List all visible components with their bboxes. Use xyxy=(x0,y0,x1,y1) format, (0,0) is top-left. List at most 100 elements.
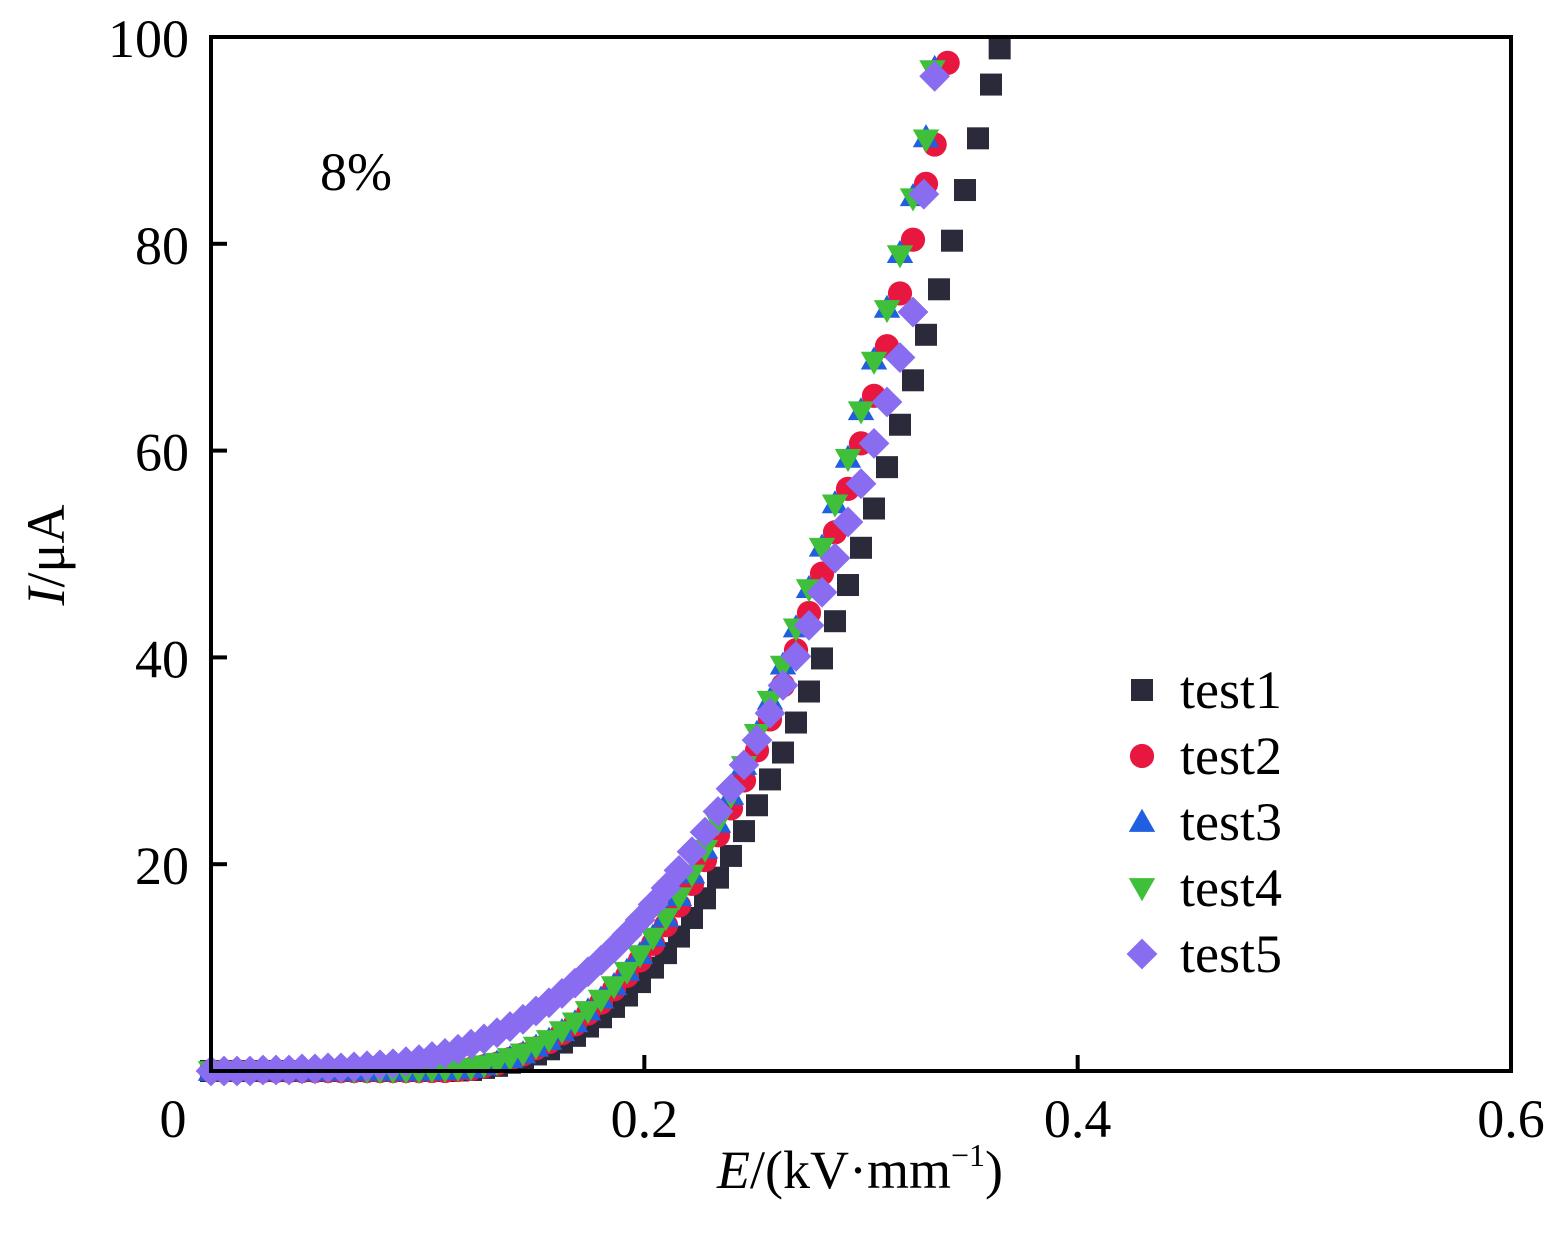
legend-marker-test4 xyxy=(1128,878,1156,902)
annotation-label: 8% xyxy=(320,142,392,202)
data-point-test4 xyxy=(652,908,680,932)
data-point-test1 xyxy=(837,574,859,597)
data-point-test5 xyxy=(754,697,786,729)
series-test5 xyxy=(195,60,951,1087)
data-point-test4 xyxy=(821,494,849,518)
data-point-test5 xyxy=(728,749,760,781)
data-point-test1 xyxy=(988,37,1011,60)
legend-marker-test2 xyxy=(1129,743,1155,769)
legend-label: test1 xyxy=(1180,660,1282,720)
data-point-test1 xyxy=(824,610,846,633)
data-point-test5 xyxy=(806,576,838,608)
legend-label: test5 xyxy=(1180,924,1282,984)
y-tick-label: 60 xyxy=(135,423,189,483)
y-axis: 20 40 60 80 100 xyxy=(108,9,227,896)
data-point-test1 xyxy=(876,456,898,479)
data-point-test5 xyxy=(897,296,929,328)
data-point-test1 xyxy=(915,323,937,346)
series-test2 xyxy=(198,50,960,1084)
legend-label: test4 xyxy=(1180,858,1282,918)
data-point-test1 xyxy=(785,711,807,734)
data-point-test5 xyxy=(429,1038,461,1069)
legend-label: test3 xyxy=(1180,792,1282,852)
data-point-test4 xyxy=(834,448,862,473)
x-axis-title-var: E xyxy=(716,1140,750,1200)
data-point-test5 xyxy=(858,427,890,459)
data-point-test5 xyxy=(819,542,851,574)
legend-item-test3: test3 xyxy=(1128,792,1282,852)
data-marks xyxy=(195,37,1011,1087)
y-tick-label: 20 xyxy=(135,836,189,896)
data-point-test5 xyxy=(832,506,864,538)
y-axis-title-var: I xyxy=(16,584,76,606)
data-point-test4 xyxy=(847,401,875,425)
data-point-test4 xyxy=(860,351,888,375)
legend-item-test2: test2 xyxy=(1129,726,1282,786)
x-axis-title-close: ) xyxy=(985,1140,1003,1200)
data-point-test4 xyxy=(873,300,901,324)
x-tick-label: 0 xyxy=(160,1089,187,1149)
legend-marker-test3 xyxy=(1128,808,1156,832)
data-point-test2 xyxy=(887,281,913,306)
y-tick-label: 100 xyxy=(108,9,189,69)
data-point-test5 xyxy=(416,1041,448,1072)
legend-marker-test5 xyxy=(1126,938,1158,970)
data-point-test1 xyxy=(954,179,976,202)
data-point-test1 xyxy=(928,278,950,301)
data-point-test4 xyxy=(561,1012,589,1036)
data-point-test4 xyxy=(574,1001,602,1025)
data-point-test1 xyxy=(798,680,820,703)
data-point-test4 xyxy=(535,1030,563,1054)
data-point-test1 xyxy=(759,768,781,791)
data-point-test5 xyxy=(676,836,708,868)
data-point-test1 xyxy=(733,820,755,843)
data-point-test4 xyxy=(912,129,940,153)
legend-marker-test1 xyxy=(1131,679,1153,701)
plot-frame xyxy=(209,35,1513,1073)
data-point-test4 xyxy=(600,976,628,1000)
data-point-test4 xyxy=(587,989,615,1013)
data-point-test4 xyxy=(808,537,836,561)
data-point-test5 xyxy=(663,855,695,886)
data-point-test4 xyxy=(886,245,914,269)
data-point-test5 xyxy=(908,178,940,210)
data-point-test1 xyxy=(720,844,742,867)
legend-label: test2 xyxy=(1180,726,1282,786)
data-point-test1 xyxy=(941,229,963,252)
data-point-test1 xyxy=(889,413,911,436)
x-axis-title: E/(kV·mm−1) xyxy=(716,1137,1003,1200)
legend-item-test5: test5 xyxy=(1126,924,1282,984)
data-point-test1 xyxy=(980,73,1002,96)
legend-item-test4: test4 xyxy=(1128,858,1282,918)
x-axis-title-exponent: −1 xyxy=(951,1137,985,1173)
data-point-test4 xyxy=(509,1043,537,1067)
data-point-test1 xyxy=(746,794,768,817)
y-tick-label: 80 xyxy=(135,216,189,276)
data-point-test1 xyxy=(772,741,794,764)
data-point-test1 xyxy=(967,127,989,150)
data-point-test4 xyxy=(548,1021,576,1045)
data-point-test1 xyxy=(707,866,729,889)
x-tick-label: 0.2 xyxy=(611,1089,679,1149)
data-point-test5 xyxy=(702,796,734,827)
data-point-test4 xyxy=(639,927,667,951)
data-point-test5 xyxy=(442,1033,474,1065)
data-point-test4 xyxy=(613,961,641,985)
data-point-test5 xyxy=(507,1003,539,1035)
data-point-test4 xyxy=(626,945,654,969)
data-point-test4 xyxy=(522,1036,550,1060)
data-point-test5 xyxy=(871,386,903,418)
x-axis: 0 0.2 0.4 0.6 xyxy=(160,1055,1545,1149)
y-tick-label: 40 xyxy=(135,629,189,689)
data-point-test5 xyxy=(780,640,812,672)
data-point-test1 xyxy=(902,369,924,392)
data-point-test1 xyxy=(863,497,885,520)
data-point-test5 xyxy=(845,468,877,500)
data-point-test5 xyxy=(741,724,773,756)
x-axis-title-unit: /(kV·mm xyxy=(750,1140,951,1200)
legend-item-test1: test1 xyxy=(1131,660,1282,720)
data-point-test1 xyxy=(850,536,872,559)
data-point-test1 xyxy=(811,647,833,670)
data-point-test5 xyxy=(468,1023,500,1055)
